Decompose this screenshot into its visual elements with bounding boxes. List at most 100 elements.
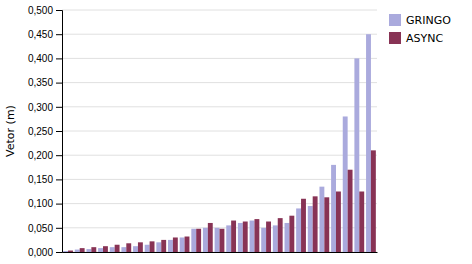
y-tick-mark: [56, 107, 62, 108]
bar: [110, 247, 115, 252]
x-axis-line: [63, 252, 378, 253]
y-tick-mark: [56, 131, 62, 132]
y-tick: 0,300: [28, 102, 62, 113]
bar: [63, 251, 68, 252]
bar: [348, 170, 353, 252]
y-tick-mark: [56, 58, 62, 59]
bar: [266, 222, 271, 252]
y-tick-mark: [56, 83, 62, 84]
bar: [250, 221, 255, 252]
grid-line: [62, 179, 377, 180]
y-tick-mark: [56, 252, 62, 253]
bar: [343, 116, 348, 252]
chart: 0,000 0,050 0,100 0,150 0,200 0,250 0,300 0,350…: [0, 0, 472, 264]
y-axis-line: [56, 11, 63, 253]
grid-line: [62, 131, 377, 132]
bar: [180, 237, 185, 252]
y-axis-title: Vetor (m): [4, 105, 17, 157]
bar: [359, 192, 364, 253]
grid-line: [62, 10, 377, 11]
bar: [80, 248, 85, 252]
bar: [185, 237, 190, 252]
bar: [75, 250, 80, 252]
y-tick-label: 0,200: [28, 150, 53, 161]
bar: [366, 34, 371, 252]
legend: GRINGO ASYNC: [389, 14, 451, 45]
x-axis: [63, 252, 378, 253]
y-tick: 0,500: [28, 5, 62, 16]
bar: [354, 58, 359, 252]
y-tick-mark: [56, 204, 62, 205]
bar: [191, 229, 196, 252]
y-tick-mark: [56, 228, 62, 229]
y-tick-label: 0,350: [28, 77, 53, 88]
grid-line: [62, 106, 377, 107]
y-tick-label: 0,250: [28, 126, 53, 137]
y-tick: 0,450: [28, 29, 62, 40]
bar: [243, 222, 248, 252]
y-tick-label: 0,050: [28, 223, 53, 234]
bar: [261, 228, 266, 252]
bar: [285, 223, 290, 252]
y-tick: 0,350: [28, 77, 62, 88]
plot: 0,000 0,050 0,100 0,150 0,200 0,250 0,300 0,350…: [28, 5, 378, 258]
y-tick-label: 0,150: [28, 174, 53, 185]
bar: [145, 245, 150, 252]
bar: [203, 228, 208, 252]
y-tick-label: 0,000: [28, 247, 53, 258]
grid-line: [62, 58, 377, 59]
legend-swatch: [389, 32, 401, 44]
y-tick: 0,150: [28, 174, 62, 185]
bar: [91, 247, 96, 252]
bar: [168, 240, 173, 252]
bar: [296, 208, 301, 252]
legend-swatch: [389, 14, 401, 26]
y-tick: 0,400: [28, 53, 62, 64]
bar-series: [63, 34, 371, 252]
bar: [138, 242, 143, 252]
bar: [331, 165, 336, 252]
y-tick-label: 0,450: [28, 29, 53, 40]
bar: [289, 216, 294, 252]
bar: [220, 229, 225, 252]
bar: [121, 247, 126, 252]
bar: [161, 240, 166, 252]
bar: [324, 197, 329, 252]
bar: [98, 248, 103, 252]
y-tick: 0,250: [28, 126, 62, 137]
bar: [273, 225, 278, 252]
bar: [86, 249, 91, 252]
bar: [173, 237, 178, 252]
y-tick-mark: [56, 155, 62, 156]
y-tick: 0,000: [28, 247, 62, 258]
bar: [196, 229, 201, 252]
y-tick-label: 0,500: [28, 5, 53, 16]
y-tick-label: 0,100: [28, 198, 53, 209]
bar: [371, 150, 376, 252]
legend-item: GRINGO: [389, 14, 451, 27]
y-tick-label: 0,400: [28, 53, 53, 64]
bar: [133, 246, 138, 252]
grid-line: [62, 34, 377, 35]
bar-series: [68, 150, 376, 252]
legend-item: ASYNC: [389, 32, 443, 45]
bar: [150, 241, 155, 252]
bar: [336, 192, 341, 253]
legend-label: ASYNC: [406, 32, 443, 45]
bar: [215, 228, 220, 252]
y-tick: 0,050: [28, 223, 62, 234]
grid-line: [62, 203, 377, 204]
y-tick: 0,100: [28, 198, 62, 209]
grid: [62, 10, 377, 252]
legend-label: GRINGO: [406, 14, 451, 27]
bar: [68, 251, 73, 252]
bar: [226, 225, 231, 252]
bar: [208, 223, 213, 252]
bar: [313, 196, 318, 252]
y-tick-mark: [56, 34, 62, 35]
bar: [238, 223, 243, 252]
bar: [103, 246, 108, 252]
y-tick-mark: [56, 179, 62, 180]
bar: [254, 219, 259, 252]
grid-line: [62, 155, 377, 156]
